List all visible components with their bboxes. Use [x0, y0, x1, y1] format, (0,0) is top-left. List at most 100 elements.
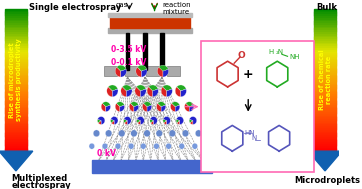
Wedge shape [181, 89, 186, 97]
Wedge shape [111, 121, 114, 125]
Bar [92, 160, 212, 173]
Wedge shape [147, 105, 152, 112]
Bar [314, 87, 336, 89]
Bar [314, 140, 336, 143]
Bar [5, 80, 27, 82]
Bar [314, 44, 336, 47]
Bar [5, 75, 27, 77]
Bar [314, 21, 336, 24]
Text: ₂N: ₂N [275, 49, 283, 55]
Bar [314, 148, 336, 150]
Bar [5, 67, 27, 70]
Bar [5, 69, 27, 72]
Bar [314, 137, 336, 139]
Bar [314, 139, 336, 141]
Wedge shape [97, 119, 101, 123]
Bar [314, 82, 336, 84]
Bar [104, 66, 117, 76]
Bar [314, 115, 336, 118]
Bar [314, 146, 336, 148]
Bar [5, 77, 27, 79]
Wedge shape [185, 103, 189, 112]
Bar [5, 84, 27, 86]
Bar [314, 25, 336, 27]
Bar [314, 73, 336, 75]
Bar [5, 30, 27, 33]
Bar [314, 16, 336, 18]
Bar [314, 144, 336, 146]
Bar [5, 94, 27, 97]
Bar [314, 121, 336, 123]
Wedge shape [120, 105, 125, 112]
Text: 0-0.1 kV: 0-0.1 kV [110, 58, 146, 67]
Bar [314, 50, 336, 52]
Bar [314, 78, 336, 81]
Bar [314, 69, 336, 72]
Bar [5, 98, 27, 100]
Bar [126, 33, 129, 70]
Bar [5, 39, 27, 41]
Bar [314, 52, 336, 54]
Wedge shape [153, 143, 159, 149]
Bar [5, 21, 27, 24]
Bar [314, 75, 336, 77]
Bar [143, 33, 147, 70]
Bar [5, 110, 27, 112]
Text: Bulk: Bulk [316, 3, 337, 12]
Bar [5, 87, 27, 89]
Bar [5, 126, 27, 129]
Bar [314, 19, 336, 22]
Bar [5, 16, 27, 18]
Wedge shape [163, 85, 172, 91]
Wedge shape [111, 117, 118, 125]
Text: +: + [243, 68, 253, 81]
Bar [314, 89, 336, 91]
Text: electrospray: electrospray [11, 181, 71, 189]
Bar [5, 112, 27, 114]
Bar [5, 44, 27, 47]
Wedge shape [159, 65, 168, 71]
Wedge shape [164, 121, 167, 125]
Wedge shape [131, 130, 137, 137]
Bar [5, 23, 27, 25]
Wedge shape [137, 65, 147, 71]
Bar [5, 82, 27, 84]
Wedge shape [115, 67, 121, 77]
Bar [314, 149, 336, 152]
Bar [201, 42, 314, 172]
Wedge shape [110, 119, 114, 123]
Bar [108, 28, 192, 33]
Bar [5, 57, 27, 59]
Bar [5, 133, 27, 136]
Wedge shape [98, 121, 101, 125]
Bar [5, 14, 27, 16]
Wedge shape [148, 85, 158, 91]
Bar [314, 30, 336, 33]
Bar [5, 41, 27, 43]
Bar [5, 135, 27, 137]
Bar [5, 18, 27, 20]
Bar [314, 14, 336, 16]
Bar [5, 11, 27, 13]
Wedge shape [190, 121, 193, 125]
Bar [5, 128, 27, 130]
Bar [314, 9, 336, 11]
Bar [5, 9, 27, 11]
Wedge shape [98, 117, 105, 125]
Wedge shape [166, 143, 172, 149]
Bar [160, 33, 164, 70]
Bar [5, 25, 27, 27]
Text: HN: HN [244, 130, 255, 136]
Wedge shape [157, 67, 163, 77]
Bar [314, 34, 336, 36]
Bar [5, 43, 27, 45]
Bar [5, 107, 27, 109]
Bar [5, 27, 27, 29]
Bar [314, 67, 336, 70]
Bar [314, 107, 336, 109]
Wedge shape [172, 102, 180, 107]
Bar [314, 66, 336, 68]
Bar [314, 43, 336, 45]
Bar [5, 144, 27, 146]
Bar [5, 29, 27, 31]
